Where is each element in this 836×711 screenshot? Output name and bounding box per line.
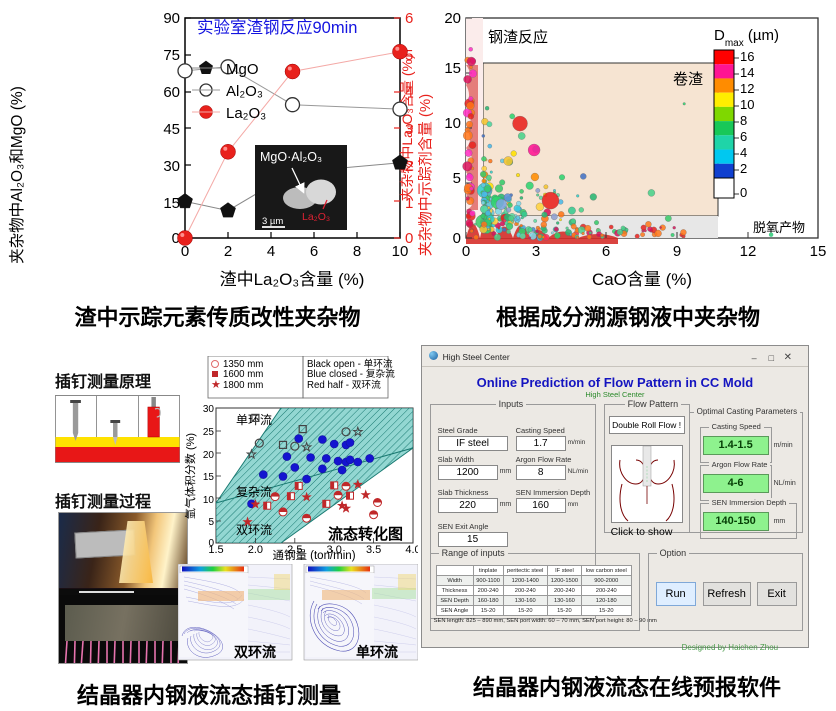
svg-text:通钢量 (ton/min): 通钢量 (ton/min)	[272, 549, 355, 562]
svg-text:45: 45	[163, 121, 180, 138]
svg-text:夹杂物中Al₂O₃和MgO (%): 夹杂物中Al₂O₃和MgO (%)	[8, 86, 26, 264]
svg-text:实验室渣钢反应90min: 实验室渣钢反应90min	[197, 18, 357, 37]
svg-text:Blue closed - 复杂流: Blue closed - 复杂流	[307, 367, 395, 380]
svg-text:★: ★	[211, 379, 221, 391]
svg-text:12: 12	[740, 243, 757, 260]
svg-text:La₂O₃: La₂O₃	[302, 211, 330, 223]
svg-text:16: 16	[740, 49, 754, 64]
svg-text:14: 14	[740, 65, 754, 80]
svg-text:6: 6	[602, 243, 610, 260]
svg-text:5: 5	[453, 170, 461, 187]
svg-text:12: 12	[740, 81, 754, 96]
svg-text:氩气体积分数 (%): 氩气体积分数 (%)	[183, 433, 197, 519]
svg-text:20: 20	[444, 10, 461, 27]
svg-text:1600 mm: 1600 mm	[223, 369, 263, 380]
svg-text:3: 3	[532, 243, 540, 260]
svg-text:2: 2	[224, 243, 232, 260]
svg-text:15: 15	[203, 472, 215, 483]
svg-text:4.0: 4.0	[405, 544, 418, 556]
svg-text:双环流: 双环流	[234, 644, 276, 660]
svg-text:2: 2	[740, 161, 747, 176]
svg-text:双环流: 双环流	[236, 523, 272, 537]
svg-text:0: 0	[405, 230, 413, 247]
svg-text:脱氧产物: 脱氧产物	[753, 220, 805, 235]
svg-text:5: 5	[208, 517, 214, 528]
svg-text:20: 20	[203, 450, 215, 461]
svg-text:1800 mm: 1800 mm	[223, 380, 263, 391]
svg-text:夹杂物中示踪剂含量 (%): 夹杂物中示踪剂含量 (%)	[418, 94, 434, 257]
svg-text:60: 60	[163, 84, 180, 101]
svg-text:流态转化图: 流态转化图	[328, 525, 403, 543]
svg-text:单环流: 单环流	[236, 413, 272, 427]
svg-text:90: 90	[163, 10, 180, 27]
svg-text:MgO·Al₂O₃: MgO·Al₂O₃	[260, 150, 322, 164]
svg-text:6: 6	[740, 129, 747, 144]
svg-text:15: 15	[163, 195, 180, 212]
svg-text:Red half - 双环流: Red half - 双环流	[307, 378, 381, 391]
svg-text:CaO含量 (%): CaO含量 (%)	[592, 270, 692, 289]
svg-text:10: 10	[203, 495, 215, 506]
svg-text:单环流: 单环流	[356, 644, 398, 660]
svg-text:25: 25	[203, 427, 215, 438]
svg-text:30: 30	[163, 158, 180, 175]
svg-text:8: 8	[353, 243, 361, 260]
svg-text:30: 30	[203, 404, 215, 415]
svg-text:3 µm: 3 µm	[262, 216, 283, 227]
svg-text:钢渣反应: 钢渣反应	[488, 28, 548, 46]
svg-text:0: 0	[462, 243, 470, 260]
svg-text:夹杂物中La₂O₃含量 (%): 夹杂物中La₂O₃含量 (%)	[399, 54, 415, 201]
svg-text:复杂流: 复杂流	[236, 485, 272, 499]
svg-text:4: 4	[740, 145, 747, 160]
svg-text:MgO: MgO	[226, 61, 259, 78]
svg-text:15: 15	[444, 60, 461, 77]
svg-text:2.0: 2.0	[248, 544, 263, 556]
svg-text:6: 6	[405, 10, 413, 27]
svg-text:10: 10	[444, 115, 461, 132]
svg-text:1.5: 1.5	[208, 544, 223, 556]
svg-text:10: 10	[740, 97, 754, 112]
svg-text:8: 8	[740, 113, 747, 128]
svg-text:15: 15	[810, 243, 827, 260]
svg-text:Al₂O₃: Al₂O₃	[226, 83, 263, 100]
svg-text:0: 0	[740, 185, 747, 200]
svg-text:卷渣: 卷渣	[673, 71, 703, 88]
svg-text:6: 6	[310, 243, 318, 260]
svg-text:9: 9	[673, 243, 681, 260]
svg-text:La₂O₃: La₂O₃	[226, 105, 266, 122]
svg-text:75: 75	[163, 47, 180, 64]
svg-text:0: 0	[453, 230, 461, 247]
svg-text:4: 4	[267, 243, 275, 260]
svg-text:3.5: 3.5	[366, 544, 381, 556]
svg-text:渣中La₂O₃含量 (%): 渣中La₂O₃含量 (%)	[220, 270, 365, 289]
